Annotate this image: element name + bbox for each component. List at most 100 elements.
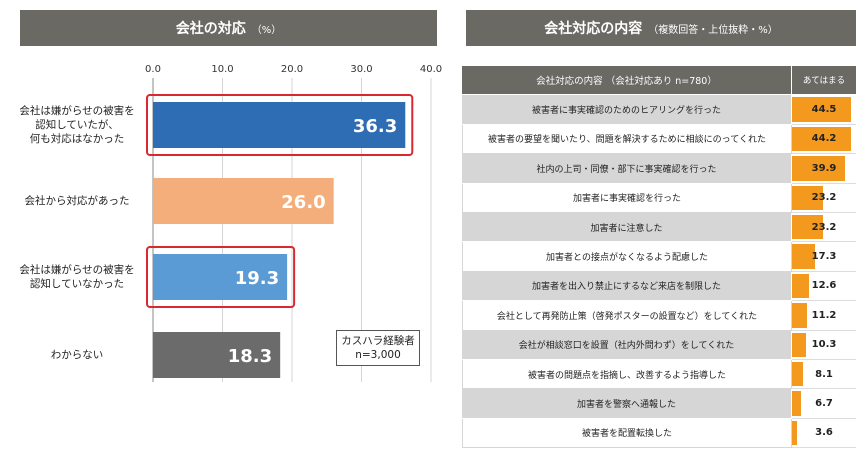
bar-value-label: 18.3	[228, 346, 272, 367]
x-tick-label: 0.0	[145, 64, 161, 75]
table-row-value-cell: 23.2	[792, 184, 856, 213]
table-row-value: 23.2	[811, 192, 837, 204]
table-row: 被害者に事実確認のためのヒアリングを行った 44.5	[462, 95, 856, 125]
table-header-row: 会社対応の内容 （会社対応あり n=780） あてはまる	[462, 66, 856, 96]
table-row-label: 被害者の要望を聞いたり、問題を解決するために相談にのってくれた	[462, 124, 792, 155]
response-content-table: 会社対応の内容 （会社対応あり n=780） あてはまる 被害者に事実確認のため…	[462, 66, 856, 449]
highlight-frame	[146, 94, 414, 156]
category-label-line: 会社は嫌がらせの被害を	[19, 105, 135, 117]
table-row-value-cell: 12.6	[792, 272, 856, 302]
left-panel-title: 会社の対応 （%）	[20, 10, 437, 46]
table-row-label: 加害者との接点がなくなるよう配慮した	[462, 242, 792, 272]
left-title-unit: （%）	[251, 24, 282, 36]
category-label: 会社は嫌がらせの被害を 認知していたが、 何も対応はなかった	[4, 104, 150, 146]
table-row-value: 17.3	[811, 251, 837, 263]
bar	[153, 178, 334, 224]
table-row-bar	[792, 214, 823, 240]
category-label-line: 会社は嫌がらせの被害を	[19, 264, 135, 276]
table-row-bar	[792, 273, 809, 299]
bar-chart-svg: 0.0 10.0 20.0 30.0 40.0 36.3 26.0 19.3 18.3	[145, 64, 442, 382]
table-row: 会社が相談窓口を設置（社内外問わず）をしてくれた 10.3	[462, 330, 856, 360]
table-header-item: 会社対応の内容 （会社対応あり n=780）	[462, 66, 792, 96]
table-row-value: 39.9	[811, 162, 837, 174]
table-body: 被害者に事実確認のためのヒアリングを行った 44.5 被害者の要望を聞いたり、問題を…	[462, 95, 856, 449]
table-row-label: 社内の上司・同僚・部下に事実確認を行った	[462, 154, 792, 184]
table-row-value-cell: 44.2	[792, 125, 856, 155]
table-row-value-cell: 23.2	[792, 213, 856, 243]
category-label-line: わからない	[50, 349, 104, 361]
right-title-unit: （複数回答・上位抜粋・%）	[648, 24, 778, 36]
table-row-bar	[792, 97, 852, 122]
category-label: 会社は嫌がらせの被害を 認知していなかった	[4, 263, 150, 291]
bar	[153, 102, 406, 148]
table-row-bar	[792, 244, 816, 269]
table-row-label: 加害者を警察へ通報した	[462, 389, 792, 419]
table-row: 加害者との接点がなくなるよう配慮した 17.3	[462, 242, 856, 272]
table-row-label: 被害者に事実確認のためのヒアリングを行った	[462, 95, 792, 125]
table-row: 被害者の要望を聞いたり、問題を解決するために相談にのってくれた 44.2	[462, 124, 856, 155]
note-line2: n=3,000	[355, 349, 401, 361]
bar-value-label: 26.0	[281, 192, 325, 213]
table-row: 社内の上司・同僚・部下に事実確認を行った 39.9	[462, 154, 856, 184]
bar	[153, 254, 288, 300]
table-row-value-cell: 17.3	[792, 242, 856, 272]
table-row-label: 被害者の問題点を指摘し、改善するよう指導した	[462, 359, 792, 390]
x-tick-label: 30.0	[350, 64, 372, 75]
table-row-bar	[792, 156, 846, 181]
category-label-line: 会社から対応があった	[24, 195, 130, 207]
table-row-value: 6.7	[815, 397, 833, 409]
table-row-value-cell: 11.2	[792, 301, 856, 331]
table-row: 加害者を警察へ通報した 6.7	[462, 389, 856, 419]
table-row-bar	[792, 185, 823, 210]
table-row-value-cell: 8.1	[792, 360, 856, 390]
table-row-value-cell: 3.6	[792, 419, 856, 449]
table-row-label: 加害者に事実確認を行った	[462, 183, 792, 213]
table-row-value: 44.2	[811, 133, 837, 145]
table-row-label: 加害者に注意した	[462, 212, 792, 243]
category-label: 会社から対応があった	[4, 194, 150, 208]
category-label: わからない	[4, 348, 150, 362]
category-label-line: 認知していたが、	[35, 119, 119, 131]
table-row-bar	[792, 420, 797, 446]
x-tick-label: 20.0	[281, 64, 303, 75]
table-row-bar	[792, 361, 803, 387]
table-row-label: 被害者を配置転換した	[462, 418, 792, 449]
table-row: 加害者に注意した 23.2	[462, 212, 856, 243]
table-row-value: 23.2	[811, 221, 837, 233]
table-row-value-cell: 10.3	[792, 331, 856, 360]
category-label-line: 何も対応はなかった	[29, 133, 125, 145]
table-row-bar	[792, 126, 851, 152]
table-row-value: 44.5	[811, 104, 837, 116]
table-row-value-cell: 44.5	[792, 95, 856, 125]
table-row: 被害者を配置転換した 3.6	[462, 418, 856, 449]
table-row-bar	[792, 391, 801, 416]
table-row-label: 加害者を出入り禁止にするなど来店を制限した	[462, 271, 792, 302]
table-row: 被害者の問題点を指摘し、改善するよう指導した 8.1	[462, 359, 856, 390]
table-row: 加害者に事実確認を行った 23.2	[462, 183, 856, 213]
highlight-frame	[146, 246, 296, 308]
x-tick-label: 40.0	[420, 64, 442, 75]
bar-value-label: 19.3	[235, 268, 279, 289]
right-panel-title: 会社対応の内容 （複数回答・上位抜粋・%）	[466, 10, 856, 46]
table-header-value: あてはまる	[792, 66, 856, 96]
sample-note-box: カスハラ経験者 n=3,000	[336, 330, 420, 366]
table-row-value: 11.2	[811, 309, 837, 321]
table-row-value: 10.3	[811, 339, 837, 351]
table-row-value-cell: 6.7	[792, 389, 856, 419]
table-row: 加害者を出入り禁止にするなど来店を制限した 12.6	[462, 271, 856, 302]
table-row-bar	[792, 303, 807, 328]
table-row-label: 会社として再発防止策（啓発ポスターの設置など）をしてくれた	[462, 301, 792, 331]
table-row-value: 3.6	[815, 427, 833, 439]
table-row-value: 8.1	[815, 368, 833, 380]
category-label-line: 認知していなかった	[29, 278, 125, 290]
table-row-value: 12.6	[811, 280, 837, 292]
bar	[153, 332, 281, 378]
x-tick-label: 10.0	[211, 64, 233, 75]
company-response-bar-chart: 0.0 10.0 20.0 30.0 40.0 36.3 26.0 19.3 18.3 会社は嫌…	[0, 56, 450, 470]
right-title-text: 会社対応の内容	[544, 21, 643, 37]
table-row-bar	[792, 332, 806, 357]
table-row: 会社として再発防止策（啓発ポスターの設置など）をしてくれた 11.2	[462, 301, 856, 331]
table-row-value-cell: 39.9	[792, 154, 856, 184]
table-row-label: 会社が相談窓口を設置（社内外問わず）をしてくれた	[462, 330, 792, 360]
left-title-text: 会社の対応	[175, 21, 246, 37]
